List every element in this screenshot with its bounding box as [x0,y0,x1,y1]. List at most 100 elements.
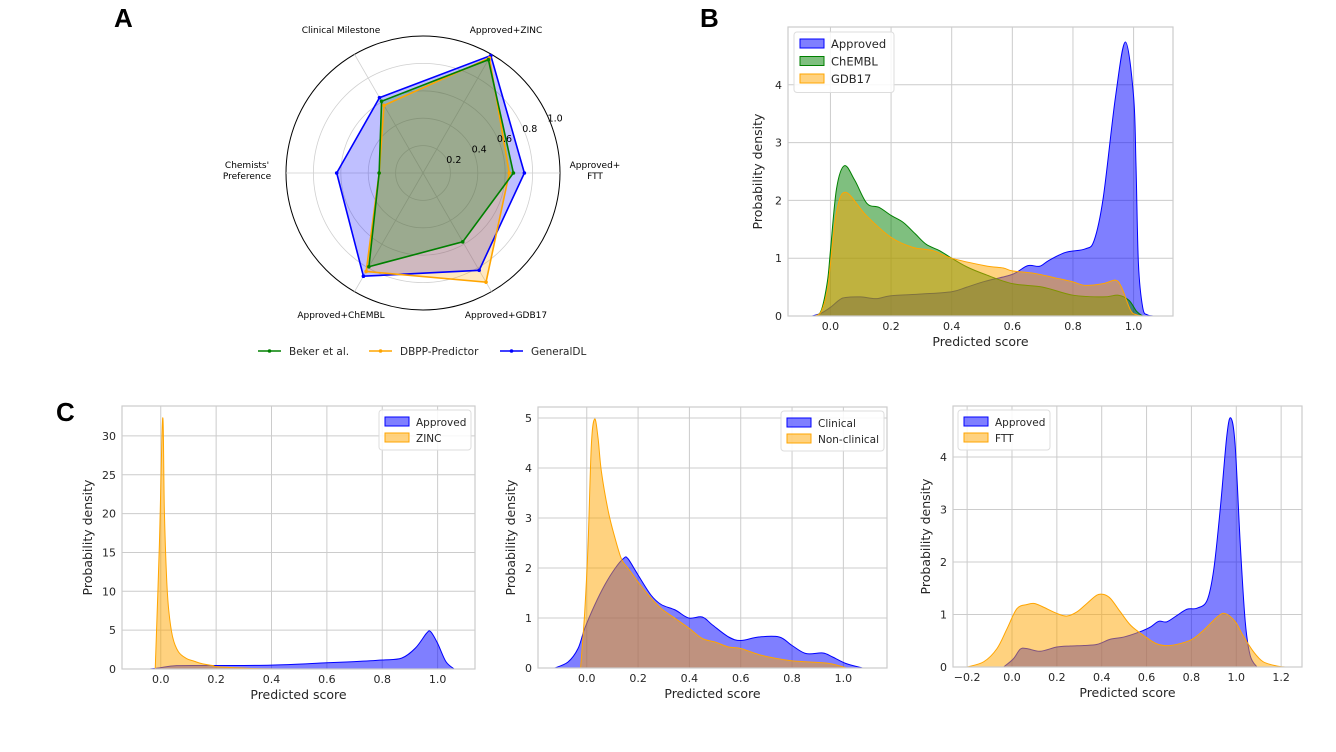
radar-fill-beker-et-al- [368,59,514,267]
radar-point [511,171,516,175]
y-tick-label: 25 [102,469,116,482]
radar-point [379,99,384,104]
y-axis-label: Probability density [80,479,95,595]
y-tick-label: 2 [775,194,782,207]
y-tick-label: 0 [525,662,532,675]
radar-point [477,268,481,273]
legend-marker [267,349,272,353]
density-chart-b: 0.0 0.2 0.4 0.6 0.8 1.0 0 1 2 3 4 Predicted score Pr… [750,26,1174,349]
legend-label: Approved [831,37,886,51]
density-fill-approved [149,630,455,669]
x-tick-label: 0.8 [1064,320,1082,333]
legend-label: ChEMBL [831,55,878,69]
radar-point [364,269,368,274]
plot-frame [121,405,476,670]
radar-tick-label: 0.6 [497,134,512,145]
x-tick-label: 0.0 [1003,671,1021,684]
legend-label: Approved [995,417,1045,429]
y-tick-label: 10 [102,585,116,598]
density-fill-ftt [967,594,1286,667]
y-tick-label: 2 [525,562,532,575]
legend-swatch [799,73,825,84]
radar-point [361,274,366,279]
radar-tick-label: 0.2 [446,155,461,166]
density-line-ftt [966,593,1286,668]
plot-frame [787,26,1174,317]
legend-label: FTT [995,433,1014,445]
x-tick-label: 0.8 [1183,671,1201,684]
x-tick-label: −0.2 [954,671,981,684]
x-axis-label: Predicted score [664,686,761,701]
density-fill-zinc [155,417,278,669]
density-line-non-clinical [580,418,847,669]
panel-letter-b: B [700,3,719,33]
x-axis-label: Predicted score [250,687,347,702]
radar-tick-label: 0.8 [522,124,537,135]
radar-point [367,264,371,269]
legend-swatch [799,38,825,49]
x-tick-label: 0.8 [374,673,392,686]
x-tick-label: 0.0 [578,672,596,685]
x-tick-label: 0.2 [207,673,225,686]
legend-label: Approved [416,417,466,429]
y-tick-label: 3 [775,137,782,150]
radar-axis-label: Approved+GDB17 [465,311,547,321]
x-tick-label: 1.0 [429,673,447,686]
x-tick-label: 1.0 [835,672,853,685]
radar-point [460,240,465,244]
x-tick-label: 0.0 [822,320,840,333]
legend-swatch [786,433,812,444]
x-tick-label: 0.6 [1004,320,1022,333]
radar-point [377,95,382,100]
y-tick-label: 0 [109,663,116,676]
density-line-gdb17 [814,191,1143,317]
y-axis-label: Probability density [918,478,933,594]
radar-axis-label: Preference [223,172,272,182]
y-tick-label: 30 [102,430,116,443]
density-fill-non-clinical [580,418,846,668]
radar-axis-label: Chemists' [225,161,269,171]
legend-swatch [384,432,410,443]
radar-axis-label: Clinical Milestone [302,26,381,36]
x-tick-label: 0.6 [318,673,336,686]
legend-marker [509,349,514,353]
x-axis-label: Predicted score [932,334,1029,349]
radar-point [484,280,488,284]
x-tick-label: 0.2 [882,320,900,333]
y-tick-label: 1 [940,608,947,621]
x-tick-label: 1.0 [1228,671,1246,684]
y-tick-label: 4 [940,451,947,464]
radar-axis-label: Approved+ZINC [470,26,543,36]
density-chart-c3: −0.2 0.0 0.2 0.4 0.6 0.8 1.0 1.2 0 1 2 3 4 Predicted … [918,405,1303,700]
x-tick-label: 0.4 [1093,671,1111,684]
x-tick-label: 1.2 [1272,671,1290,684]
radar-axis-label: Approved+ChEMBL [297,311,384,321]
y-tick-label: 5 [525,412,532,425]
radar-point [507,171,512,175]
y-tick-label: 0 [940,661,947,674]
y-axis-label: Probability density [750,113,765,229]
radar-spoke [422,54,492,174]
radar-spoke [354,54,424,174]
legend-marker [378,349,383,353]
legend-label: Beker et al. [289,346,349,358]
y-tick-label: 20 [102,508,116,521]
legend-label: Clinical [818,418,856,430]
legend-swatch [799,56,825,66]
legend-label: Non-clinical [818,434,879,446]
y-tick-label: 2 [940,556,947,569]
plot-frame [537,406,888,669]
y-tick-label: 3 [525,512,532,525]
radar-point [486,57,491,62]
x-tick-label: 1.0 [1125,320,1143,333]
x-tick-label: 0.2 [1048,671,1066,684]
legend-swatch [963,432,989,443]
legend-swatch [384,416,410,427]
radar-chart-a: 0.2 0.4 0.6 0.8 1.0 Approved+FTT Approved+ZINC… [223,26,620,358]
radar-point [522,171,527,175]
y-tick-label: 1 [525,612,532,625]
x-tick-label: 0.8 [783,672,801,685]
y-tick-label: 5 [109,624,116,637]
x-tick-label: 0.0 [152,673,170,686]
density-chart-c1: 0.0 0.2 0.4 0.6 0.8 1.0 0 5 10 15 20 25 30 Predicted … [80,405,476,702]
